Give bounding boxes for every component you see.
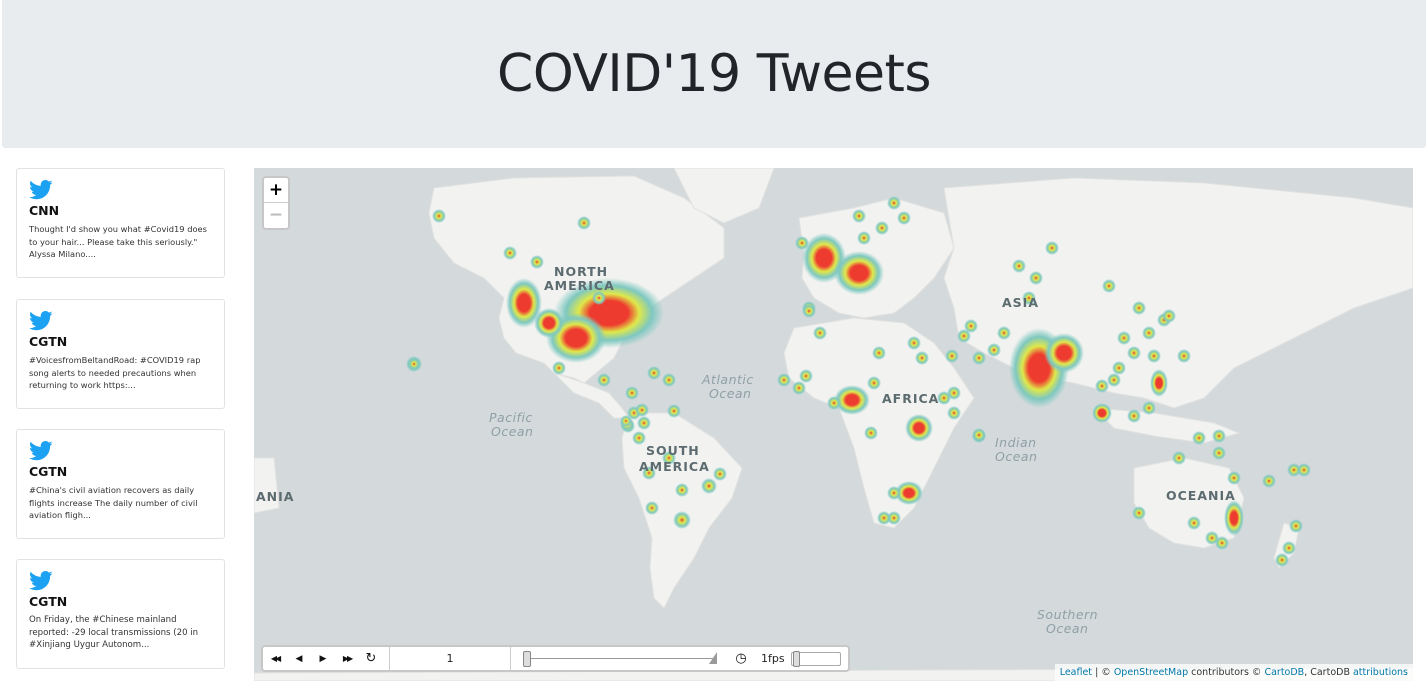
step-forward-icon[interactable]: ▶▶ xyxy=(342,654,353,663)
play-icon[interactable]: ▶ xyxy=(319,653,327,664)
attribution-comma: , CartoDB xyxy=(1304,667,1353,678)
tweet-source: CGTN xyxy=(29,464,68,479)
speed-label: 1fps xyxy=(761,652,785,665)
speed-slider-thumb[interactable] xyxy=(792,650,800,667)
south-america-land xyxy=(621,412,743,609)
zoom-out-button[interactable]: − xyxy=(268,205,284,225)
central-america-land xyxy=(553,372,630,419)
current-frame: 1 xyxy=(389,647,511,670)
attribution-contrib: contributors © xyxy=(1188,667,1265,678)
continent-label: ASIA xyxy=(1002,295,1040,310)
map-tiles xyxy=(254,168,1413,681)
greenland-land xyxy=(673,168,775,224)
page-title: COVID'19 Tweets xyxy=(497,44,931,104)
tweet-text: #VoicesfromBeltandRoad: #COVID19 rap son… xyxy=(29,355,201,391)
step-back-icon[interactable]: ◀ xyxy=(295,653,303,664)
australia-land xyxy=(1133,457,1245,549)
twitter-bird-icon xyxy=(29,180,53,200)
ocean-label: Ocean xyxy=(709,386,752,401)
continent-label: ANIA xyxy=(256,489,295,504)
loop-icon[interactable]: ↻ xyxy=(365,651,377,666)
world-map[interactable]: NORTH AMERICA SOUTH AMERICA AFRICA ASIA … xyxy=(254,168,1413,681)
osm-link[interactable]: OpenStreetMap xyxy=(1113,667,1189,678)
time-slider[interactable] xyxy=(523,647,723,670)
timedimension-control: ◀◀ ◀ ▶ ▶▶ ↻ 1 ◷ 1fps xyxy=(261,645,850,672)
tweet-source: CGTN xyxy=(29,334,68,349)
ocean-label: Southern xyxy=(1037,607,1099,622)
continent-label: AMERICA xyxy=(639,459,710,474)
continent-label: NORTH xyxy=(554,264,609,279)
continent-label: OCEANIA xyxy=(1166,488,1236,503)
leaflet-link[interactable]: Leaflet xyxy=(1059,667,1093,678)
clock-icon: ◷ xyxy=(735,651,747,666)
ocean-label: Indian xyxy=(995,435,1037,450)
speed-slider[interactable] xyxy=(790,650,841,667)
tweet-source: CGTN xyxy=(29,594,68,609)
twitter-bird-icon xyxy=(29,571,53,591)
tweet-card[interactable]: CGTN #China's civil aviation recovers as… xyxy=(16,429,225,539)
time-slider-thumb[interactable] xyxy=(523,651,531,667)
continent-label: AMERICA xyxy=(544,278,615,293)
asia-wrap-land xyxy=(254,457,280,514)
tweet-card[interactable]: CGTN On Friday, the #Chinese mainland re… xyxy=(16,559,225,669)
heatmap-layer xyxy=(506,233,1244,536)
twitter-bird-icon xyxy=(29,441,53,461)
tweet-text: Thought I'd show you what #Covid19 does … xyxy=(29,224,207,260)
zoom-control: + − xyxy=(262,176,290,230)
page-header: COVID'19 Tweets xyxy=(2,0,1426,148)
ocean-label: Ocean xyxy=(491,424,534,439)
tweet-source: CNN xyxy=(29,203,60,218)
tweet-card[interactable]: CGTN #VoicesfromBeltandRoad: #COVID19 ra… xyxy=(16,299,225,409)
tweet-text: #China's civil aviation recovers as dail… xyxy=(29,485,198,521)
ocean-label: Pacific xyxy=(489,410,533,425)
ocean-label: Atlantic xyxy=(702,372,754,387)
time-slider-rail xyxy=(525,658,715,659)
zoom-in-button[interactable]: + xyxy=(264,178,288,203)
continent-label: SOUTH xyxy=(646,443,700,458)
map-attribution: Leaflet | © OpenStreetMap contributors ©… xyxy=(1054,664,1413,681)
time-slider-end xyxy=(709,652,717,664)
land-masses xyxy=(254,168,1413,681)
attributions-link[interactable]: attributions xyxy=(1352,667,1408,678)
cartodb-link[interactable]: CartoDB xyxy=(1264,667,1305,678)
africa-land xyxy=(783,317,975,529)
skip-back-icon[interactable]: ◀◀ xyxy=(270,654,281,663)
twitter-bird-icon xyxy=(29,311,53,331)
ocean-label: Ocean xyxy=(1046,621,1089,636)
tweet-text: On Friday, the #Chinese mainland reporte… xyxy=(29,615,199,651)
continent-label: AFRICA xyxy=(882,391,940,406)
heatmap-dots xyxy=(406,196,1311,567)
tweet-card[interactable]: CNN Thought I'd show you what #Covid19 d… xyxy=(16,168,225,278)
ocean-label: Ocean xyxy=(995,449,1038,464)
attribution-sep: | © xyxy=(1092,667,1114,678)
